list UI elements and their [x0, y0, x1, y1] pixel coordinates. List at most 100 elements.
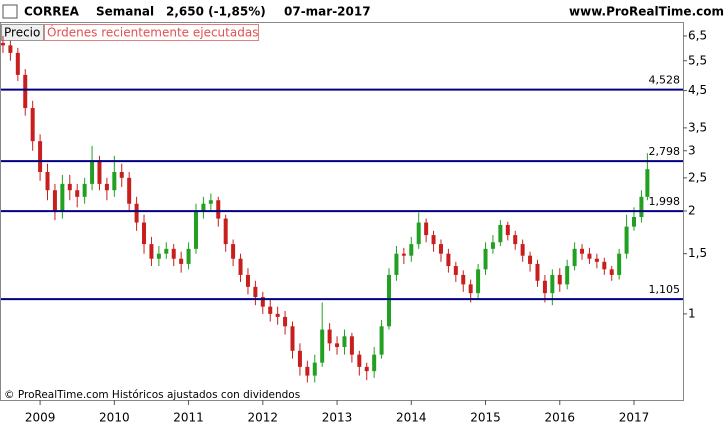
- y-tick-label: 2: [688, 203, 696, 217]
- candle-body: [283, 316, 288, 327]
- candle-body: [645, 169, 650, 197]
- candle-body: [216, 200, 221, 219]
- y-tick-label: 5,5: [688, 53, 707, 67]
- candle-body: [75, 190, 80, 197]
- candle-body: [468, 284, 473, 294]
- candle-body: [201, 203, 206, 211]
- candle-body: [320, 329, 325, 363]
- candle-body: [401, 253, 406, 256]
- y-tick-label: 6,5: [688, 28, 707, 42]
- x-tick-label: 2016: [544, 411, 575, 425]
- candle-body: [8, 45, 13, 53]
- candle-body: [639, 196, 644, 218]
- candle-body: [550, 274, 555, 294]
- candle-body: [0, 42, 5, 46]
- candle-body: [565, 266, 570, 285]
- candle-body: [290, 326, 295, 351]
- candle-body: [542, 280, 547, 294]
- candle-body: [431, 235, 436, 245]
- candle-body: [327, 329, 332, 344]
- candle-body: [134, 203, 139, 223]
- candle-body: [97, 161, 102, 184]
- level-label: 4,528: [649, 74, 681, 87]
- x-tick-label: 2010: [99, 411, 130, 425]
- candle-body: [90, 161, 95, 184]
- candle-body: [483, 248, 488, 270]
- candle-body: [416, 222, 421, 245]
- candle-body: [149, 244, 154, 259]
- candle-body: [260, 297, 265, 307]
- candle-body: [67, 183, 72, 191]
- x-tick-label: 2013: [322, 411, 353, 425]
- candle-body: [104, 183, 109, 191]
- y-tick-label: 2,5: [688, 170, 707, 184]
- x-tick-label: 2014: [396, 411, 427, 425]
- candle-body: [438, 244, 443, 254]
- candle-body: [52, 190, 57, 211]
- candle-body: [372, 354, 377, 372]
- candle-body: [461, 274, 466, 285]
- tab-label[interactable]: Órdenes recientemente ejecutadas: [47, 25, 258, 40]
- candle-body: [30, 108, 35, 142]
- candle-body: [305, 366, 310, 376]
- candle-body: [602, 261, 607, 270]
- candle-body: [119, 172, 124, 178]
- candle-body: [624, 226, 629, 254]
- candle-body: [632, 217, 637, 227]
- candle-body: [15, 52, 20, 75]
- chart-title: CORREA: [24, 5, 80, 19]
- candle-body: [231, 244, 236, 259]
- candle-body: [127, 177, 132, 204]
- candle-body: [268, 306, 273, 314]
- candle-body: [208, 200, 213, 204]
- candle-body: [45, 172, 50, 191]
- tab[interactable]: [44, 24, 259, 41]
- candle-body: [142, 222, 147, 245]
- candle-body: [223, 218, 228, 245]
- footnote: © ProRealTime.com Históricos ajustados c…: [4, 389, 300, 401]
- candle-body: [364, 366, 369, 372]
- y-tick-label: 4,5: [688, 83, 707, 97]
- candle-body: [446, 253, 451, 267]
- candle-body: [609, 269, 614, 275]
- tab-label[interactable]: Precio: [4, 26, 40, 40]
- candle-body: [245, 274, 250, 287]
- x-tick-label: 2012: [248, 411, 279, 425]
- source: www.ProRealTime.com: [569, 5, 724, 19]
- candle-body: [342, 336, 347, 348]
- level-label: 2,798: [649, 145, 681, 158]
- candle-body: [60, 183, 65, 211]
- period: Semanal: [96, 5, 154, 19]
- candle-body: [357, 354, 362, 367]
- level-label: 1,998: [649, 195, 681, 208]
- candle-body: [528, 255, 533, 264]
- tab[interactable]: [1, 24, 44, 41]
- y-tick-label: 1: [688, 306, 696, 320]
- candle-body: [253, 286, 258, 298]
- chart-icon: [2, 4, 18, 19]
- candle-body: [520, 244, 525, 256]
- candle-body: [82, 183, 87, 197]
- x-tick-label: 2015: [470, 411, 501, 425]
- candle-body: [580, 248, 585, 254]
- candle-body: [409, 244, 414, 256]
- y-tick-label: 3: [688, 143, 696, 157]
- candle-body: [490, 242, 495, 249]
- candle-body: [572, 248, 577, 267]
- candle-body: [186, 248, 191, 264]
- candle-body: [394, 253, 399, 275]
- candle-body: [171, 248, 176, 259]
- y-tick-label: 3,5: [688, 120, 707, 134]
- date: 07-mar-2017: [284, 5, 371, 19]
- candle-body: [587, 253, 592, 259]
- candle-body: [379, 326, 384, 355]
- candle-body: [453, 266, 458, 275]
- candle-body: [535, 263, 540, 281]
- candle-body: [238, 258, 243, 275]
- price-change: 2,650 (-1,85%): [166, 5, 266, 19]
- candle-body: [297, 350, 302, 367]
- candle-body: [179, 258, 184, 264]
- candle-body: [38, 141, 43, 173]
- candle-body: [513, 235, 518, 245]
- candle-body: [23, 74, 28, 109]
